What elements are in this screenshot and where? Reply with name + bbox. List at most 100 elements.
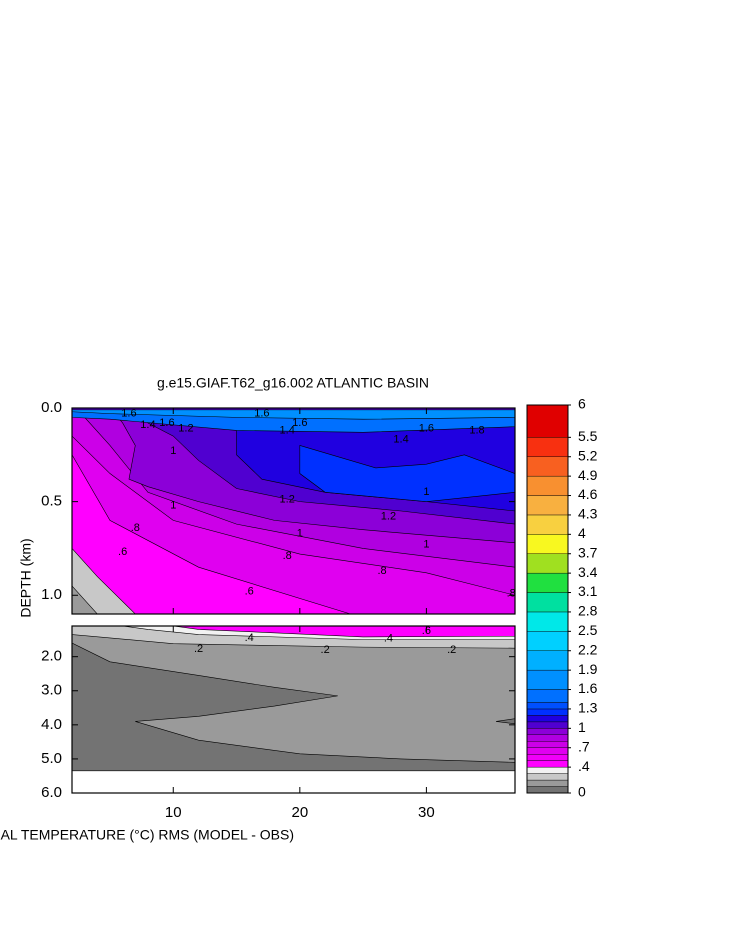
colorbar-band <box>526 708 569 716</box>
colorbar-band <box>526 631 569 651</box>
contour-label: 1.4 <box>393 434 408 446</box>
contour-label: .4 <box>384 633 393 645</box>
contour-label: 1.6 <box>292 417 307 429</box>
colorbar-band <box>526 404 569 438</box>
y-tick-label: 5.0 <box>41 750 62 767</box>
colorbar-tick-label: 0 <box>578 784 586 800</box>
colorbar-band <box>526 766 569 774</box>
y-axis-label: DEPTH (km) <box>18 538 34 617</box>
contour-label: .2 <box>194 643 203 655</box>
contour-label: .4 <box>245 632 254 644</box>
colorbar-band <box>526 456 569 477</box>
contour-region <box>72 626 515 763</box>
panel <box>72 626 515 772</box>
y-tick-label: 6.0 <box>41 784 62 801</box>
colorbar-band <box>526 475 569 496</box>
colorbar-tick-label: 1.6 <box>578 680 598 696</box>
colorbar-band <box>526 553 569 574</box>
colorbar-band <box>526 592 569 613</box>
contour-label: 1 <box>170 445 176 457</box>
contour-label: .8 <box>507 587 516 599</box>
contour-label: 1.6 <box>254 408 269 420</box>
x-tick-label: 30 <box>418 804 435 821</box>
contour-label: 1.6 <box>121 408 136 420</box>
contour-label: 1.4 <box>140 419 155 431</box>
contour-label: .6 <box>422 625 431 637</box>
colorbar-band <box>526 650 569 671</box>
contour-label: 1 <box>423 539 429 551</box>
contour-label: .8 <box>131 522 140 534</box>
contour-label: 1 <box>170 499 176 511</box>
y-tick-label: 3.0 <box>41 682 62 699</box>
colorbar-frame <box>526 404 569 794</box>
contour-region <box>72 548 136 614</box>
contour-label: 1.8 <box>469 424 484 436</box>
chart-title: g.e15.GIAF.T62_g16.002 ATLANTIC BASIN <box>157 375 429 391</box>
y-tick-label: 1.0 <box>41 586 62 603</box>
colorbar-band <box>526 437 569 457</box>
colorbar-band <box>526 572 569 593</box>
colorbar-band <box>526 611 569 632</box>
panel-frame <box>71 625 516 794</box>
contour-label: .8 <box>378 565 387 577</box>
colorbar-band <box>526 779 569 787</box>
colorbar-band <box>526 734 569 742</box>
contour-label: .8 <box>283 550 292 562</box>
colorbar-tick-label: .4 <box>578 758 590 774</box>
contour-label: 1.2 <box>178 423 193 435</box>
contour-label: 1 <box>423 486 429 498</box>
colorbar-band <box>526 773 569 781</box>
colorbar-tick-label: 2.8 <box>578 603 598 619</box>
y-tick-label: 0.5 <box>41 493 62 510</box>
colorbar-tick-label: 5.5 <box>578 428 598 444</box>
contour-label: 1.2 <box>280 494 295 506</box>
colorbar-band <box>526 689 569 703</box>
contour-label: .2 <box>447 644 456 656</box>
colorbar-band <box>526 669 569 690</box>
colorbar-band <box>526 728 569 735</box>
colorbar-band <box>526 747 569 755</box>
contour-label: 1 <box>297 527 303 539</box>
panel-frame <box>71 407 516 615</box>
colorbar-tick-label: 6 <box>578 396 586 412</box>
contour-region <box>72 408 515 420</box>
colorbar-band <box>526 702 569 710</box>
colorbar-tick-label: 4.6 <box>578 486 598 502</box>
x-axis-label: POTENTIAL TEMPERATURE (°C) RMS (MODEL - … <box>0 827 294 843</box>
contour-label: 1.4 <box>280 424 295 436</box>
y-tick-label: 2.0 <box>41 648 62 665</box>
contour-region <box>72 585 98 614</box>
colorbar-tick-label: 1.3 <box>578 700 598 716</box>
panel <box>72 408 515 614</box>
colorbar-tick-label: 5.2 <box>578 447 598 463</box>
y-tick-label: 4.0 <box>41 716 62 733</box>
contour-label: 1.2 <box>381 511 396 523</box>
colorbar-band <box>526 721 569 729</box>
colorbar-tick-label: 4.3 <box>578 506 598 522</box>
colorbar-band <box>526 741 569 748</box>
contour-label: .2 <box>321 644 330 656</box>
colorbar-band <box>526 514 569 535</box>
y-tick-label: 0.0 <box>41 399 62 416</box>
colorbar-band <box>526 760 569 768</box>
contour-region <box>173 626 515 638</box>
colorbar-band <box>526 534 569 554</box>
colorbar-tick-label: 1 <box>578 719 586 735</box>
contour-label: 1.6 <box>419 423 434 435</box>
colorbar-band <box>526 715 569 723</box>
colorbar-tick-label: 4 <box>578 525 586 541</box>
x-tick-label: 20 <box>291 804 308 821</box>
colorbar-tick-label: 2.5 <box>578 622 598 638</box>
colorbar-tick-label: 3.7 <box>578 544 598 560</box>
colorbar-band <box>526 786 569 794</box>
colorbar-tick-label: 2.2 <box>578 641 598 657</box>
x-tick-label: 10 <box>165 804 182 821</box>
contour-label: .6 <box>118 546 127 558</box>
colorbar-tick-label: 3.4 <box>578 564 598 580</box>
contour-region <box>299 445 515 502</box>
contour-label: .6 <box>245 585 254 597</box>
contour-label: 1.6 <box>159 417 174 429</box>
colorbar-tick-label: 1.9 <box>578 661 598 677</box>
colorbar-tick-label: .7 <box>578 738 590 754</box>
